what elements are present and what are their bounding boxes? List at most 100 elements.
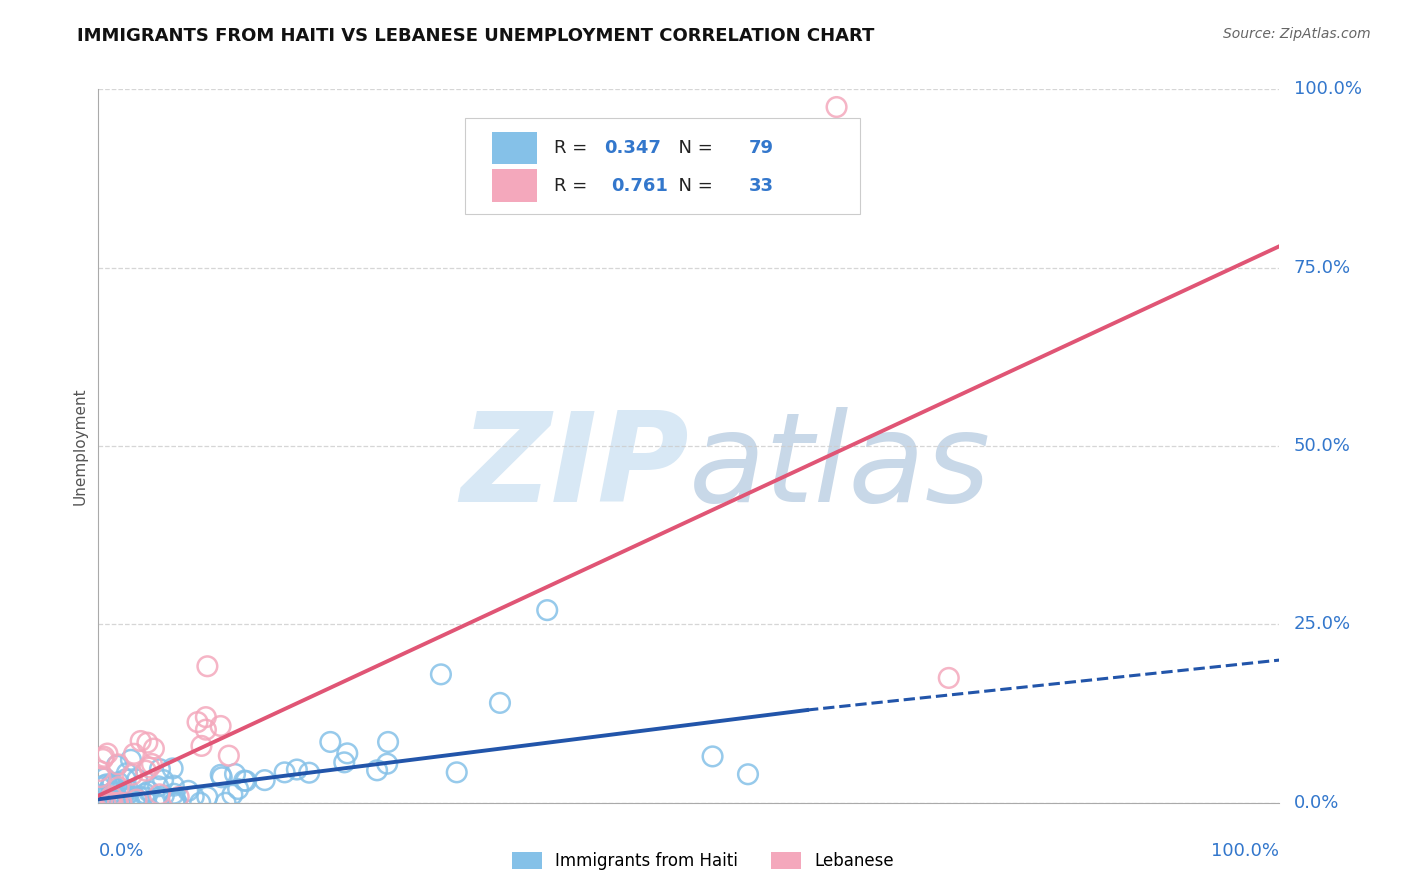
Point — [163, 796, 186, 810]
Point — [93, 796, 115, 810]
Point — [149, 762, 172, 776]
Point — [91, 752, 114, 766]
Point — [115, 766, 138, 780]
Point — [107, 775, 129, 789]
Point — [117, 783, 139, 797]
Text: R =: R = — [554, 139, 593, 157]
Text: ZIP: ZIP — [460, 407, 689, 528]
Text: IMMIGRANTS FROM HAITI VS LEBANESE UNEMPLOYMENT CORRELATION CHART: IMMIGRANTS FROM HAITI VS LEBANESE UNEMPL… — [77, 27, 875, 45]
Point — [152, 772, 174, 787]
Point — [122, 747, 145, 761]
Point — [89, 780, 111, 795]
Point — [103, 796, 125, 810]
Point — [194, 710, 217, 724]
Point — [375, 756, 398, 771]
Point — [366, 764, 388, 778]
Point — [96, 747, 118, 761]
Point — [536, 603, 558, 617]
Text: 50.0%: 50.0% — [1294, 437, 1351, 455]
Point — [91, 796, 114, 810]
Point — [188, 796, 211, 810]
Point — [90, 788, 112, 802]
Point — [107, 757, 129, 772]
Point — [104, 796, 127, 810]
Text: atlas: atlas — [689, 407, 991, 528]
Text: 79: 79 — [749, 139, 775, 157]
Text: 25.0%: 25.0% — [1294, 615, 1351, 633]
Point — [104, 796, 127, 810]
Point — [138, 784, 160, 798]
Point — [110, 796, 132, 810]
Point — [142, 741, 165, 756]
Point — [107, 796, 129, 810]
Point — [489, 696, 512, 710]
Point — [163, 787, 186, 801]
Point — [125, 792, 148, 806]
Text: 100.0%: 100.0% — [1294, 80, 1361, 98]
Text: 0.761: 0.761 — [612, 177, 668, 194]
Point — [221, 788, 243, 802]
Point — [187, 715, 209, 730]
Point — [167, 789, 190, 804]
Point — [115, 787, 138, 801]
Point — [298, 765, 321, 780]
Point — [177, 784, 200, 798]
Point — [107, 780, 129, 794]
Point — [218, 748, 240, 763]
Point — [129, 734, 152, 748]
Point — [101, 796, 124, 810]
Point — [253, 773, 276, 788]
Point — [89, 764, 111, 778]
Point — [141, 757, 163, 772]
Point — [100, 779, 122, 793]
Text: Source: ZipAtlas.com: Source: ZipAtlas.com — [1223, 27, 1371, 41]
Point — [226, 782, 249, 797]
FancyBboxPatch shape — [492, 169, 537, 202]
Point — [163, 779, 186, 793]
FancyBboxPatch shape — [464, 118, 860, 214]
Text: 33: 33 — [749, 177, 775, 194]
Point — [117, 787, 139, 801]
FancyBboxPatch shape — [492, 132, 537, 164]
Point — [377, 735, 399, 749]
Point — [285, 763, 308, 777]
Text: 0.347: 0.347 — [605, 139, 661, 157]
Point — [702, 749, 724, 764]
Point — [162, 761, 184, 775]
Point — [446, 765, 468, 780]
Point — [319, 735, 342, 749]
Point — [273, 765, 295, 780]
Point — [194, 723, 217, 737]
Point — [121, 767, 143, 781]
Point — [195, 789, 218, 804]
Point — [105, 793, 128, 807]
Point — [825, 100, 848, 114]
Point — [135, 764, 157, 778]
Point — [118, 796, 141, 810]
Point — [100, 789, 122, 804]
Point — [183, 789, 205, 804]
Point — [98, 796, 121, 810]
Point — [153, 789, 176, 803]
Point — [938, 671, 960, 685]
Point — [101, 776, 124, 790]
Text: N =: N = — [666, 177, 718, 194]
Point — [128, 789, 150, 804]
Point — [146, 780, 169, 794]
Point — [89, 796, 111, 810]
Point — [120, 753, 142, 767]
Point — [114, 772, 136, 787]
Point — [105, 790, 128, 805]
Point — [190, 739, 212, 753]
Point — [235, 773, 257, 788]
Point — [94, 796, 117, 810]
Legend: Immigrants from Haiti, Lebanese: Immigrants from Haiti, Lebanese — [505, 845, 901, 877]
Point — [209, 768, 232, 782]
Point — [333, 756, 356, 770]
Point — [93, 749, 115, 764]
Point — [430, 667, 453, 681]
Point — [233, 773, 256, 788]
Point — [134, 787, 156, 801]
Point — [93, 779, 115, 793]
Text: 0.0%: 0.0% — [1294, 794, 1339, 812]
